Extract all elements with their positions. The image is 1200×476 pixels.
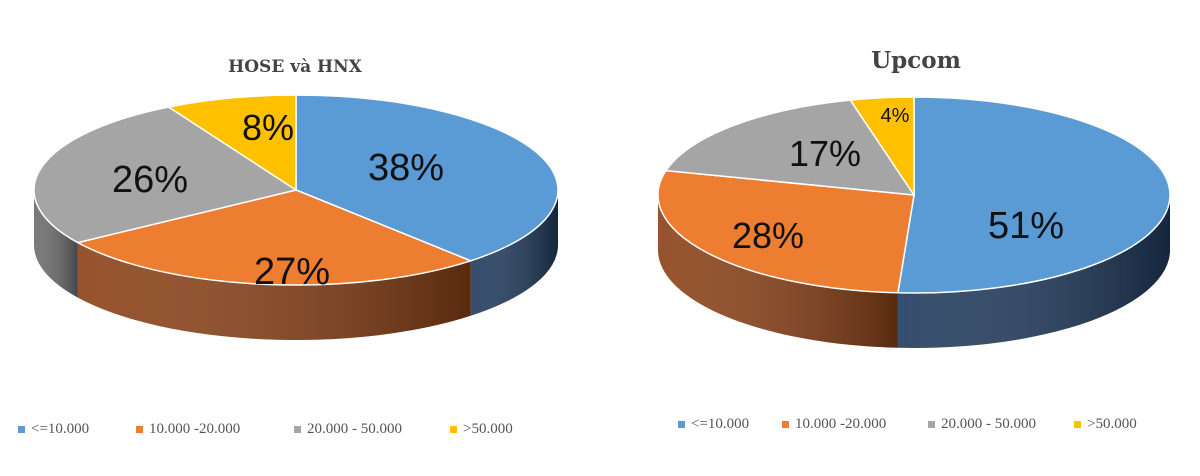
pie-labels: 38% 27% 26% 8% [112, 107, 444, 293]
legend-swatch-gt-50000 [450, 426, 457, 433]
legend-label-20000-50000: 20.000 - 50.000 [941, 416, 1036, 432]
pie-label-le-10000: 38% [368, 147, 444, 189]
pie-label-10000-20000: 28% [732, 215, 804, 256]
legend-swatch-10000-20000 [136, 426, 143, 433]
legend-label-10000-20000: 10.000 -20.000 [795, 416, 886, 432]
legend-label-gt-50000: >50.000 [463, 421, 513, 437]
pie-slice-le-10000 [897, 96, 1171, 294]
pie-slice-20000-50000 [664, 99, 916, 196]
pie-label-gt-50000: 4% [881, 105, 910, 127]
chart-hose-hnx: HOSE và HNX 38% 27% 26% 8% <=10.000 10.000 -… [18, 57, 559, 437]
pie-label-20000-50000: 17% [789, 133, 861, 174]
legend-label-gt-50000: >50.000 [1087, 416, 1137, 432]
legend-swatch-le-10000 [18, 426, 25, 433]
legend-swatch-10000-20000 [782, 421, 789, 428]
legend-label-20000-50000: 20.000 - 50.000 [307, 421, 402, 437]
pie-sides [658, 195, 1170, 348]
legend-swatch-le-10000 [678, 421, 685, 428]
legend-label-le-10000: <=10.000 [691, 416, 749, 432]
pie-sides [34, 190, 558, 341]
pie-labels: 51% 28% 17% 4% [732, 105, 1064, 256]
legend-label-10000-20000: 10.000 -20.000 [149, 421, 240, 437]
pie-side-shade-le-10000 [897, 195, 1170, 348]
legend-swatch-20000-50000 [294, 426, 301, 433]
legend-label-le-10000: <=10.000 [31, 421, 89, 437]
chart-title: HOSE và HNX [228, 57, 362, 77]
chart-title: Upcom [871, 47, 961, 74]
pie-label-le-10000: 51% [988, 205, 1064, 247]
pie-side-shade-le-10000 [470, 190, 558, 316]
legend: <=10.000 10.000 -20.000 20.000 - 50.000 >50… [678, 416, 1137, 432]
pie-side-shade-20000-50000 [34, 190, 78, 298]
legend-swatch-20000-50000 [928, 421, 935, 428]
pie-label-gt-50000: 8% [242, 107, 294, 148]
pie-slice-gt-50000 [849, 96, 915, 198]
chart-upcom: Upcom 51% 28% 17% 4% <=10.000 10.000 -20.000… [657, 47, 1171, 432]
pie-side-shade-10000-20000 [77, 242, 471, 341]
pie-slice-10000-20000 [75, 189, 473, 286]
pie-slice-le-10000 [295, 94, 559, 262]
pie-slice-20000-50000 [33, 106, 298, 244]
pie-side-shade-10000-20000 [658, 195, 898, 348]
pie-tops [33, 94, 559, 286]
pie-label-10000-20000: 27% [254, 251, 330, 293]
pie-slice-10000-20000 [657, 169, 915, 294]
legend-swatch-gt-50000 [1074, 421, 1081, 428]
pie-tops [657, 96, 1171, 294]
legend: <=10.000 10.000 -20.000 20.000 - 50.000 >50… [18, 421, 513, 437]
pie-slice-gt-50000 [166, 94, 297, 192]
pie-label-20000-50000: 26% [112, 159, 188, 201]
